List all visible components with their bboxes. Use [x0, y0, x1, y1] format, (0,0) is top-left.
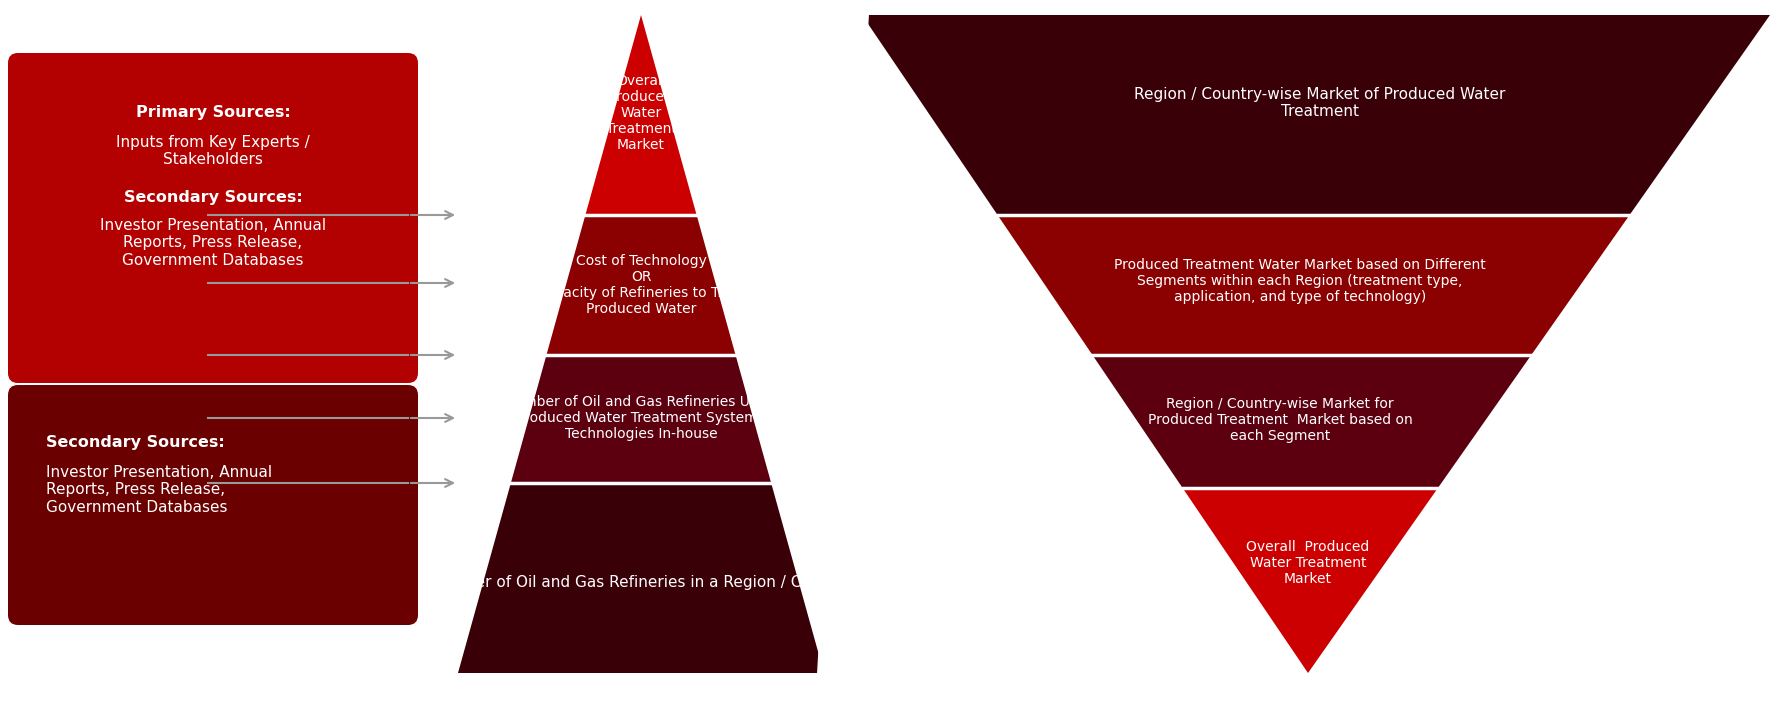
- Text: Overall
Produced
Water
Treatment
Market: Overall Produced Water Treatment Market: [606, 74, 677, 153]
- Text: Region / Country-wise Market of Produced Water
Treatment: Region / Country-wise Market of Produced…: [1134, 86, 1505, 120]
- Text: Number of Oil and Gas Refineries Using
Produced Water Treatment System /
Technol: Number of Oil and Gas Refineries Using P…: [503, 395, 778, 441]
- Polygon shape: [585, 15, 697, 215]
- Text: Produced Treatment Water Market based on Different
Segments within each Region (: Produced Treatment Water Market based on…: [1114, 258, 1486, 304]
- Text: Inputs from Key Experts /
Stakeholders: Inputs from Key Experts / Stakeholders: [116, 135, 309, 167]
- Polygon shape: [1093, 355, 1532, 488]
- Polygon shape: [510, 355, 771, 483]
- Text: Investor Presentation, Annual
Reports, Press Release,
Government Databases: Investor Presentation, Annual Reports, P…: [100, 218, 325, 268]
- FancyBboxPatch shape: [9, 385, 418, 625]
- Text: Secondary Sources:: Secondary Sources:: [46, 435, 224, 450]
- Text: Number of Oil and Gas Refineries in a Region / Country: Number of Oil and Gas Refineries in a Re…: [430, 576, 851, 591]
- Polygon shape: [997, 215, 1630, 355]
- FancyBboxPatch shape: [9, 53, 418, 383]
- Polygon shape: [862, 15, 1770, 215]
- Text: Primary Sources:: Primary Sources:: [135, 105, 290, 120]
- Text: Region / Country-wise Market for
Produced Treatment  Market based on
each Segmen: Region / Country-wise Market for Produce…: [1148, 396, 1413, 443]
- Text: Investor Presentation, Annual
Reports, Press Release,
Government Databases: Investor Presentation, Annual Reports, P…: [46, 465, 272, 515]
- Text: Overall  Produced
Water Treatment
Market: Overall Produced Water Treatment Market: [1246, 540, 1370, 586]
- Polygon shape: [547, 215, 736, 355]
- Text: Cost of Technology
OR
Capacity of Refineries to Treat
Produced Water: Cost of Technology OR Capacity of Refine…: [537, 254, 746, 316]
- Polygon shape: [458, 483, 825, 673]
- Polygon shape: [1183, 488, 1438, 673]
- Text: Secondary Sources:: Secondary Sources:: [124, 190, 302, 205]
